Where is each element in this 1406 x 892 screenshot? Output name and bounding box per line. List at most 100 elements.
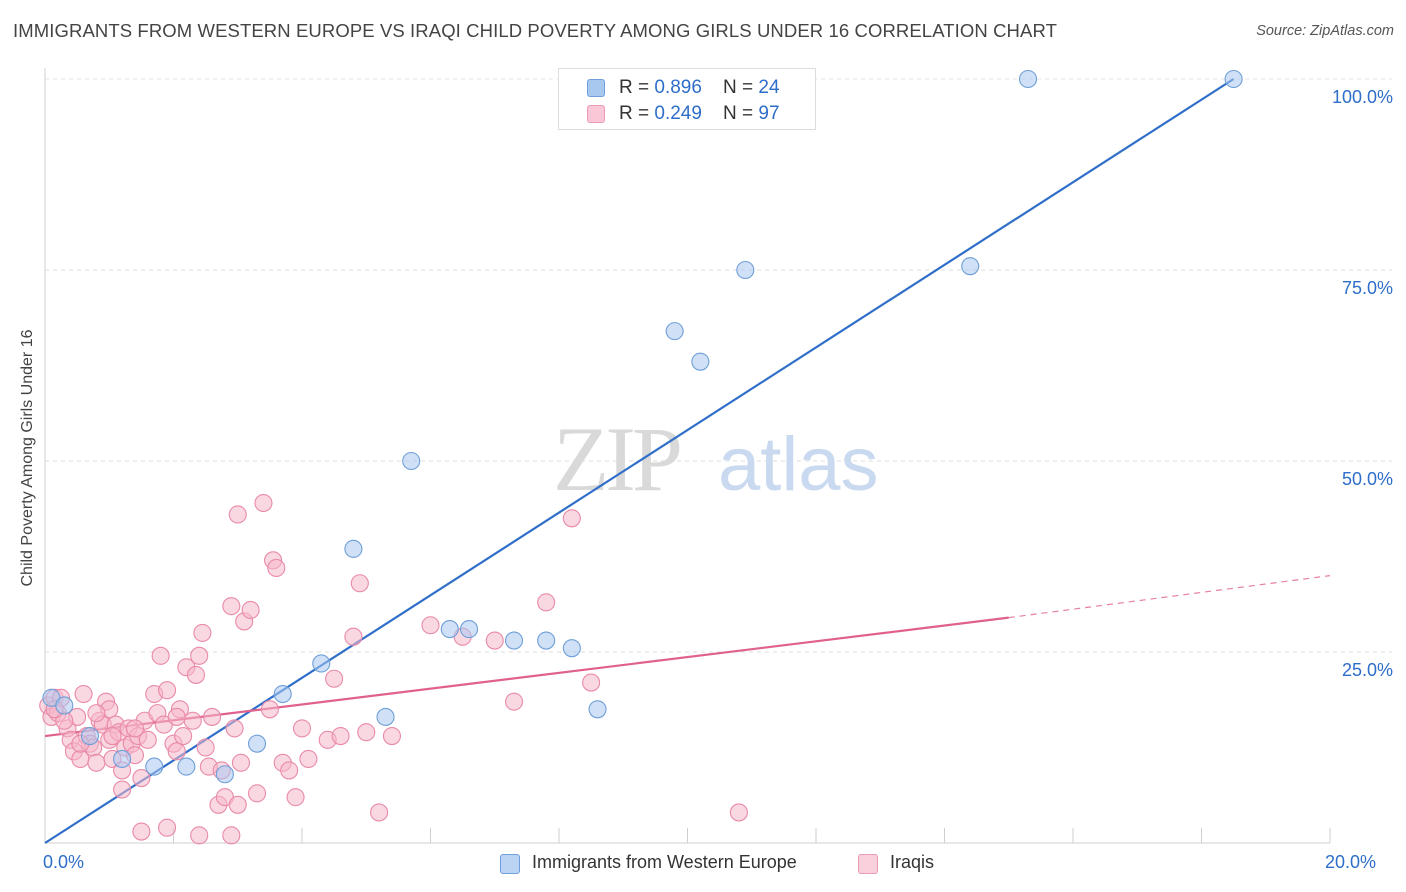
data-point-western-europe: [665, 322, 684, 341]
data-point-iraqis: [504, 692, 524, 711]
y-tick-label: 25.0%: [1341, 660, 1393, 680]
data-point-iraqis: [299, 749, 318, 769]
data-point-iraqis: [228, 505, 247, 524]
data-point-western-europe: [376, 707, 395, 726]
y-tick-label: 75.0%: [1341, 278, 1393, 298]
data-point-iraqis: [222, 597, 241, 616]
legend-n-value: 24: [758, 77, 780, 98]
data-point-iraqis: [357, 723, 376, 742]
x-tick-label-max: 20.0%: [1325, 852, 1377, 872]
data-point-iraqis: [103, 726, 122, 746]
data-point-western-europe: [537, 631, 556, 650]
data-point-iraqis: [292, 719, 312, 738]
data-point-western-europe: [1224, 69, 1243, 89]
trend-line-western-europe: [44, 78, 1235, 844]
data-point-western-europe: [215, 765, 234, 784]
data-point-iraqis: [331, 726, 350, 746]
data-point-western-europe: [691, 352, 710, 371]
data-point-western-europe: [145, 757, 164, 776]
data-point-western-europe: [55, 696, 74, 715]
legend-r-value: 0.896: [654, 77, 702, 98]
data-point-iraqis: [280, 761, 299, 780]
legend-swatch-blue: [587, 79, 605, 97]
data-point-iraqis: [87, 704, 106, 723]
data-point-western-europe: [177, 757, 196, 776]
data-point-iraqis: [582, 673, 601, 692]
data-point-iraqis: [325, 669, 344, 688]
data-point-iraqis: [87, 753, 106, 772]
data-point-iraqis: [158, 681, 177, 700]
data-point-iraqis: [382, 726, 402, 746]
data-point-iraqis: [193, 623, 212, 642]
data-point-iraqis: [125, 719, 144, 738]
data-point-western-europe: [247, 734, 267, 753]
data-point-western-europe: [402, 451, 421, 471]
data-point-iraqis: [350, 574, 369, 593]
legend-r-label: R =: [619, 103, 655, 124]
data-point-iraqis: [174, 726, 193, 746]
data-point-iraqis: [247, 784, 267, 803]
data-point-iraqis: [260, 700, 279, 719]
data-point-iraqis: [132, 769, 151, 788]
legend-swatch-pink: [587, 105, 605, 123]
data-point-western-europe: [312, 654, 331, 673]
data-point-iraqis: [158, 818, 177, 837]
data-point-iraqis: [267, 558, 286, 578]
series-iraqis-points: [39, 493, 748, 845]
data-point-iraqis: [225, 719, 244, 738]
data-point-iraqis: [203, 707, 222, 726]
data-point-western-europe: [273, 684, 292, 704]
data-point-iraqis: [228, 795, 247, 814]
data-point-western-europe: [588, 700, 607, 719]
data-point-iraqis: [151, 646, 170, 665]
data-point-iraqis: [370, 803, 389, 822]
legend-n-label: N =: [723, 77, 759, 98]
data-point-western-europe: [504, 631, 524, 650]
data-point-iraqis: [729, 803, 748, 822]
data-point-iraqis: [286, 788, 305, 807]
y-tick-label: 50.0%: [1341, 469, 1393, 489]
watermark-zip: ZIP: [553, 408, 680, 510]
data-point-western-europe: [459, 620, 479, 639]
legend-r-label: R =: [619, 77, 655, 98]
data-point-iraqis: [167, 742, 186, 761]
legend-n-value: 97: [758, 103, 780, 124]
data-point-western-europe: [440, 620, 459, 639]
legend-n-label: N =: [723, 103, 759, 124]
y-tick-label: 100.0%: [1331, 87, 1393, 107]
data-point-iraqis: [113, 780, 132, 799]
data-point-iraqis: [537, 593, 556, 612]
x-tick-label-min: 0.0%: [43, 852, 85, 872]
grid-lines: [45, 78, 1392, 653]
data-point-iraqis: [167, 707, 186, 726]
legend-r-value: 0.249: [654, 103, 702, 124]
data-point-iraqis: [485, 631, 504, 650]
data-point-western-europe: [1018, 69, 1038, 89]
data-point-iraqis: [74, 684, 93, 704]
watermark-atlas: atlas: [718, 422, 879, 507]
legend-swatch-blue: [500, 854, 520, 874]
data-point-iraqis: [190, 646, 209, 665]
chart-title: IMMIGRANTS FROM WESTERN EUROPE VS IRAQI …: [13, 20, 1057, 41]
data-point-iraqis: [562, 509, 581, 528]
source-label: Source: ZipAtlas.com: [1256, 23, 1394, 39]
legend-label: Immigrants from Western Europe: [532, 852, 797, 872]
data-point-iraqis: [186, 665, 206, 684]
data-point-western-europe: [562, 639, 581, 658]
data-point-iraqis: [344, 627, 363, 646]
data-point-iraqis: [190, 826, 209, 845]
data-point-iraqis: [138, 730, 157, 749]
data-point-iraqis: [241, 600, 260, 620]
series-western-europe-points: [42, 69, 1243, 784]
data-point-western-europe: [736, 260, 755, 280]
y-axis-label: Child Poverty Among Girls Under 16: [19, 329, 36, 587]
data-point-iraqis: [132, 822, 151, 841]
data-point-western-europe: [80, 726, 100, 746]
data-point-western-europe: [113, 749, 132, 769]
watermark: ZIP atlas: [553, 408, 879, 510]
legend-stats: R = 0.896 N = 24 R = 0.249 N = 97: [558, 68, 816, 130]
legend-label: Iraqis: [890, 852, 935, 872]
data-point-western-europe: [961, 257, 980, 276]
data-point-iraqis: [196, 738, 215, 757]
